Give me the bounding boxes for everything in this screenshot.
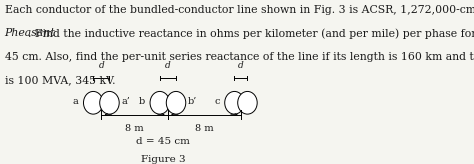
Text: Figure 3: Figure 3 [141, 155, 185, 164]
Ellipse shape [225, 92, 244, 114]
Ellipse shape [237, 92, 257, 114]
Text: d: d [165, 62, 171, 71]
Text: d: d [99, 62, 104, 71]
Ellipse shape [83, 92, 103, 114]
Text: b’: b’ [188, 97, 198, 106]
Text: 8 m: 8 m [195, 124, 214, 133]
Text: c: c [214, 97, 220, 106]
Text: a’: a’ [122, 97, 130, 106]
Text: a: a [73, 97, 79, 106]
Ellipse shape [166, 92, 186, 114]
Text: Each conductor of the bundled-conductor line shown in Fig. 3 is ACSR, 1,272,000-: Each conductor of the bundled-conductor … [5, 5, 474, 15]
Text: b: b [139, 97, 145, 106]
Text: 8 m: 8 m [125, 124, 144, 133]
Text: Pheasant: Pheasant [5, 28, 55, 38]
Text: 45 cm. Also, find the per-unit series reactance of the line if its length is 160: 45 cm. Also, find the per-unit series re… [5, 52, 474, 62]
Text: d: d [238, 62, 244, 71]
Ellipse shape [100, 92, 119, 114]
Text: is 100 MVA, 345 kV.: is 100 MVA, 345 kV. [5, 75, 115, 85]
Text: d = 45 cm: d = 45 cm [136, 137, 190, 146]
Text: . Find the inductive reactance in ohms per kilometer (and per mile) per phase fo: . Find the inductive reactance in ohms p… [28, 28, 474, 39]
Ellipse shape [150, 92, 170, 114]
